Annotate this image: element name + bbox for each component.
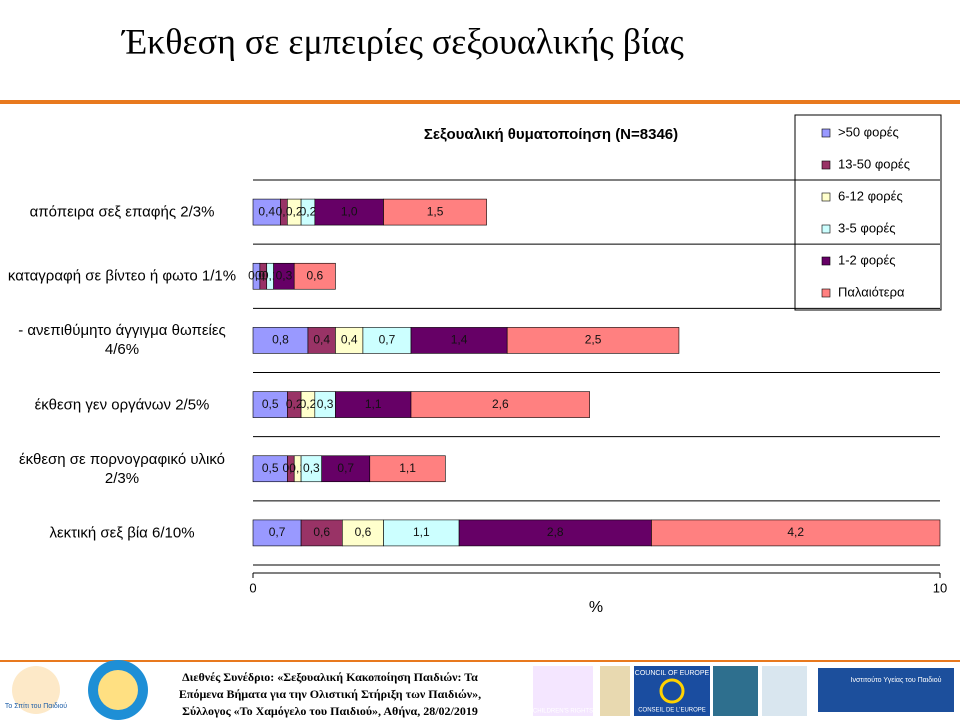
data-label: 0,3 [276,268,293,282]
legend-label: 6-12 φορές [838,188,903,203]
data-label: 0,8 [272,333,289,347]
data-label: 1,1 [413,525,430,539]
category-label: απόπειρα σεξ επαφής 2/3% [29,203,215,221]
logo-text: CONSEIL DE L'EUROPE [638,708,706,714]
bar-segment [307,327,336,354]
data-label: 1,0 [341,204,358,218]
x-tick-label: 10 [933,580,947,595]
legend-label: 13-50 φορές [838,156,910,171]
logo [12,666,60,714]
footer-logos: Το Σπίτι του Παιδιού CHILDREN'S RIGHTS C… [5,660,954,720]
bar-segment [300,519,343,547]
bar-segment [458,519,652,547]
data-label: 0,4 [341,333,358,347]
data-label: 1,5 [427,204,444,218]
data-label: 0,2 [300,204,317,218]
bar-segment [410,327,508,354]
bar-segment [252,455,288,483]
bar-segment [314,198,384,226]
data-label: 0,5 [262,397,279,411]
legend-label: >50 φορές [838,124,899,139]
footer-rule [0,660,960,662]
title-rule [0,100,960,104]
bar-segment [651,519,941,547]
data-label: 0,2 [300,397,317,411]
legend-label: 1-2 φορές [838,252,896,267]
chart-title: Σεξουαλική θυματοποίηση (N=8346) [424,126,678,143]
data-label: 0,6 [306,268,323,282]
bar-segment [369,455,446,483]
bar-segment [252,198,281,226]
data-label: 1,1 [365,397,382,411]
bar-segment [410,391,590,418]
bar-segment [293,262,336,290]
bar-segment [252,519,302,547]
legend-swatch [821,128,831,138]
legend-box [794,114,942,311]
logo [659,678,685,704]
data-label: 1,4 [451,333,468,347]
footer-text: Διεθνές Συνέδριο: «Σεξουαλική Κακοποίηση… [182,670,478,684]
logo-text: COUNCIL OF EUROPE [635,670,710,677]
data-label: 2,8 [547,525,564,539]
data-label: 0,7 [269,525,286,539]
data-label: 0,6 [313,525,330,539]
data-label: 0,7 [379,333,396,347]
x-tick-label: 0 [249,580,256,595]
bar-segment [383,519,460,547]
bar-segment [506,327,680,354]
data-label: 0,3 [317,397,334,411]
footer-text: Σύλλογος «Το Χαμόγελο του Παιδιού», Αθήν… [182,704,478,718]
legend-label: Παλαιότερα [838,284,905,299]
legend-swatch [821,256,831,266]
data-label: 2,5 [585,333,602,347]
data-label: 0,4 [258,204,275,218]
bar-segment [252,327,309,354]
data-label: 2,6 [492,397,509,411]
logo-text: Ινστιτούτο Υγείας του Παιδιού [851,676,942,684]
data-label: 0,3 [303,461,320,475]
category-label: λεκτική σεξ βία 6/10% [49,524,195,542]
category-label: καταγραφή σε βίντεο ή φωτο 1/1% [7,267,237,285]
slide-title: Έκθεση σε εμπειρίες σεξουαλικής βίας [120,21,684,61]
data-label: 0,2 [286,204,303,218]
data-label: 0,5 [262,461,279,475]
logo [600,666,630,716]
logo [818,668,954,712]
logo [762,666,807,716]
data-label: 1,1 [399,461,416,475]
category-label: - ανεπιθύμητο άγγιγμα θωπείες 4/6% [18,322,226,359]
x-axis-label: % [589,599,603,616]
legend-swatch [821,192,831,202]
data-label: 0,4 [313,333,330,347]
data-label: 0,7 [337,461,354,475]
category-label: έκθεση γεν οργάνων 2/5% [34,396,210,414]
data-label: 0,6 [355,525,372,539]
legend-swatch [821,160,831,170]
bar-segment [342,519,384,547]
footer-text: Επόμενα Βήματα για την Ολιστική Στήριξη … [179,687,481,701]
logo [533,666,593,716]
logo-text: CHILDREN'S RIGHTS [533,709,593,715]
legend-swatch [821,224,831,234]
bar-segment [383,198,487,226]
logo [98,670,138,710]
data-label: 4,2 [787,525,804,539]
legend-swatch [821,288,831,298]
category-label: έκθεση σε πορνογραφικό υλικό 2/3% [18,450,226,487]
legend-label: 3-5 φορές [838,220,896,235]
bar-segment [335,327,364,354]
logo [713,666,758,716]
logo [634,666,710,716]
data-label: 0,2 [286,397,303,411]
logo-text: Το Σπίτι του Παιδιού [5,702,67,710]
